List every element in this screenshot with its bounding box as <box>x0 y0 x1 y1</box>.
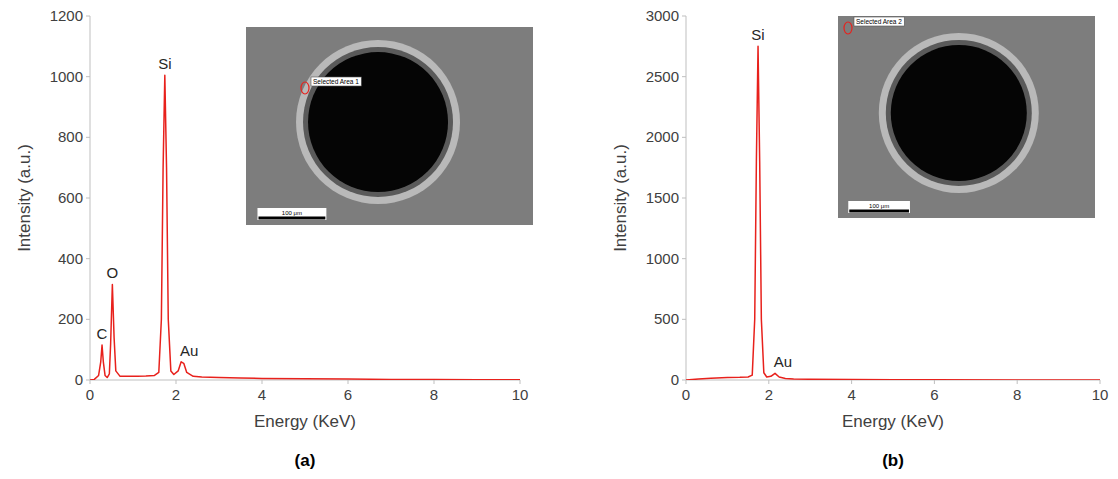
scale-bar <box>849 210 909 213</box>
scale-bar-box <box>848 201 910 213</box>
x-tick <box>434 380 435 384</box>
y-axis-title: Intensity (a.u.) <box>611 144 630 252</box>
scale-bar-box <box>257 208 326 220</box>
x-tick-label: 10 <box>1092 386 1109 403</box>
hole <box>891 45 1027 181</box>
y-tick <box>86 258 90 259</box>
y-tick-label: 600 <box>58 189 83 206</box>
selected-area-label-box <box>854 17 904 26</box>
hole-rim <box>296 40 460 204</box>
figure: 0200400600800100012000246810Energy (KeV)… <box>0 0 1118 479</box>
y-tick <box>86 137 90 138</box>
y-tick-label: 400 <box>58 250 83 267</box>
y-axis-title: Intensity (a.u.) <box>15 144 34 252</box>
y-tick <box>86 319 90 320</box>
x-tick-label: 6 <box>930 386 938 403</box>
y-tick <box>86 76 90 77</box>
x-tick <box>176 380 177 384</box>
inset-background <box>838 16 1095 218</box>
x-axis-title: Energy (KeV) <box>254 412 356 431</box>
y-tick <box>86 16 90 17</box>
inset-image: Selected Area 2 100 μm <box>838 16 1095 218</box>
selected-area-label: Selected Area 1 <box>313 78 359 85</box>
y-tick <box>682 137 686 138</box>
x-tick <box>686 380 687 384</box>
inset-image: Selected Area 1 100 μm <box>246 27 533 225</box>
y-tick <box>682 258 686 259</box>
scale-bar-label: 100 μm <box>282 210 302 216</box>
peak-label: O <box>107 264 119 281</box>
x-tick-label: 4 <box>258 386 266 403</box>
x-tick-label: 6 <box>344 386 352 403</box>
selected-area-marker <box>844 22 852 34</box>
x-tick-label: 0 <box>86 386 94 403</box>
x-tick <box>262 380 263 384</box>
x-tick-label: 4 <box>847 386 855 403</box>
hole <box>308 52 448 192</box>
peak-label: C <box>97 325 108 342</box>
selected-area-label: Selected Area 2 <box>856 18 902 25</box>
y-tick <box>682 319 686 320</box>
x-tick-label: 10 <box>512 386 529 403</box>
y-tick-label: 2500 <box>646 68 679 85</box>
y-tick <box>682 76 686 77</box>
peak-label: Au <box>180 342 198 359</box>
y-tick <box>682 16 686 17</box>
scale-bar <box>258 217 325 220</box>
y-tick-label: 500 <box>654 310 679 327</box>
x-tick-label: 2 <box>172 386 180 403</box>
x-tick <box>934 380 935 384</box>
x-tick-label: 8 <box>1013 386 1021 403</box>
x-tick-label: 0 <box>682 386 690 403</box>
hole-rim <box>879 33 1039 193</box>
panel: 0 500 1000 1500 2000 2500 3000 0 2 4 6 8 10 Energy (K… <box>611 7 1108 470</box>
y-tick-label: 1500 <box>646 189 679 206</box>
hole-edge <box>886 40 1032 186</box>
y-tick-label: 2000 <box>646 128 679 145</box>
hole-edge <box>303 47 453 197</box>
y-tick-label: 3000 <box>646 7 679 24</box>
y-tick-label: 800 <box>58 128 83 145</box>
panel-label: (a) <box>295 451 316 470</box>
y-tick-label: 1000 <box>50 68 83 85</box>
y-tick <box>682 380 686 381</box>
x-tick <box>768 380 769 384</box>
selected-area-marker <box>301 82 309 94</box>
x-tick <box>1100 380 1101 384</box>
y-tick <box>86 380 90 381</box>
y-tick-label: 1200 <box>50 7 83 24</box>
selected-area-label-box <box>311 77 361 86</box>
panel: 0 200 400 600 800 1000 1200 0 2 4 6 8 10 Energy (KeV)… <box>15 7 533 470</box>
y-tick-label: 200 <box>58 310 83 327</box>
peak-label: Si <box>751 26 764 43</box>
y-tick <box>86 198 90 199</box>
y-tick-label: 1000 <box>646 250 679 267</box>
x-tick-label: 2 <box>765 386 773 403</box>
y-tick-label: 0 <box>671 371 679 388</box>
x-tick <box>520 380 521 384</box>
panel-label: (b) <box>882 451 904 470</box>
y-tick-label: 0 <box>75 371 83 388</box>
x-tick <box>90 380 91 384</box>
y-tick <box>682 198 686 199</box>
scale-bar-label: 100 μm <box>869 203 889 209</box>
peak-label: Au <box>774 353 792 370</box>
x-tick-label: 8 <box>430 386 438 403</box>
x-axis-title: Energy (KeV) <box>842 412 944 431</box>
peak-label: Si <box>158 55 171 72</box>
inset-background <box>246 27 533 225</box>
x-tick <box>851 380 852 384</box>
x-tick <box>1017 380 1018 384</box>
x-tick <box>348 380 349 384</box>
